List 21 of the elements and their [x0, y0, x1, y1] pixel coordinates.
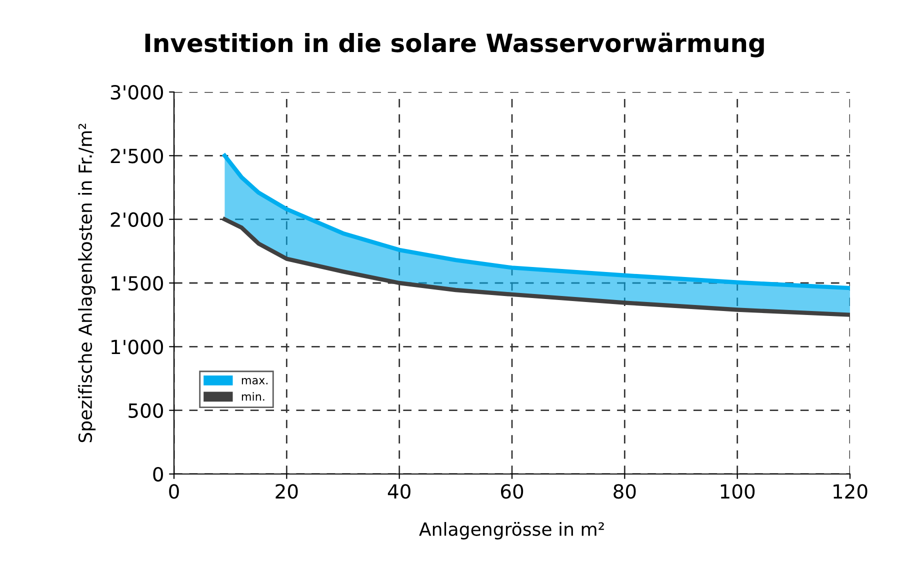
y-tick-label: 2'000	[110, 212, 163, 227]
line-series	[222, 217, 850, 317]
x-tick-label: 100	[720, 484, 755, 499]
x-tick-label: 80	[614, 484, 636, 499]
line-series	[222, 154, 850, 290]
chart-title: Investition in die solare Wasservorwärmung	[145, 32, 764, 58]
x-tick-label: 20	[276, 484, 298, 499]
y-tick-label: 3'000	[110, 84, 163, 100]
y-tick-label: 0	[153, 466, 163, 482]
y-tick-label: 1'000	[112, 340, 163, 354]
x-tick-label: 60	[500, 484, 524, 499]
x-tick-label: 40	[388, 484, 410, 499]
legend-label: max.	[242, 378, 268, 384]
x-tick-label: 0	[169, 484, 179, 499]
y-tick-label: 2'500	[110, 148, 163, 164]
x-tick-label: 120	[834, 484, 868, 499]
x-axis-title: Anlagengrösse in m²	[419, 522, 604, 540]
y-tick-label: 500	[128, 403, 163, 418]
y-tick-label: 1'500	[112, 276, 163, 291]
y-axis-title: Spezifische Anlagenkosten in Fr./m²	[78, 124, 96, 442]
legend-label: min.	[242, 392, 264, 401]
